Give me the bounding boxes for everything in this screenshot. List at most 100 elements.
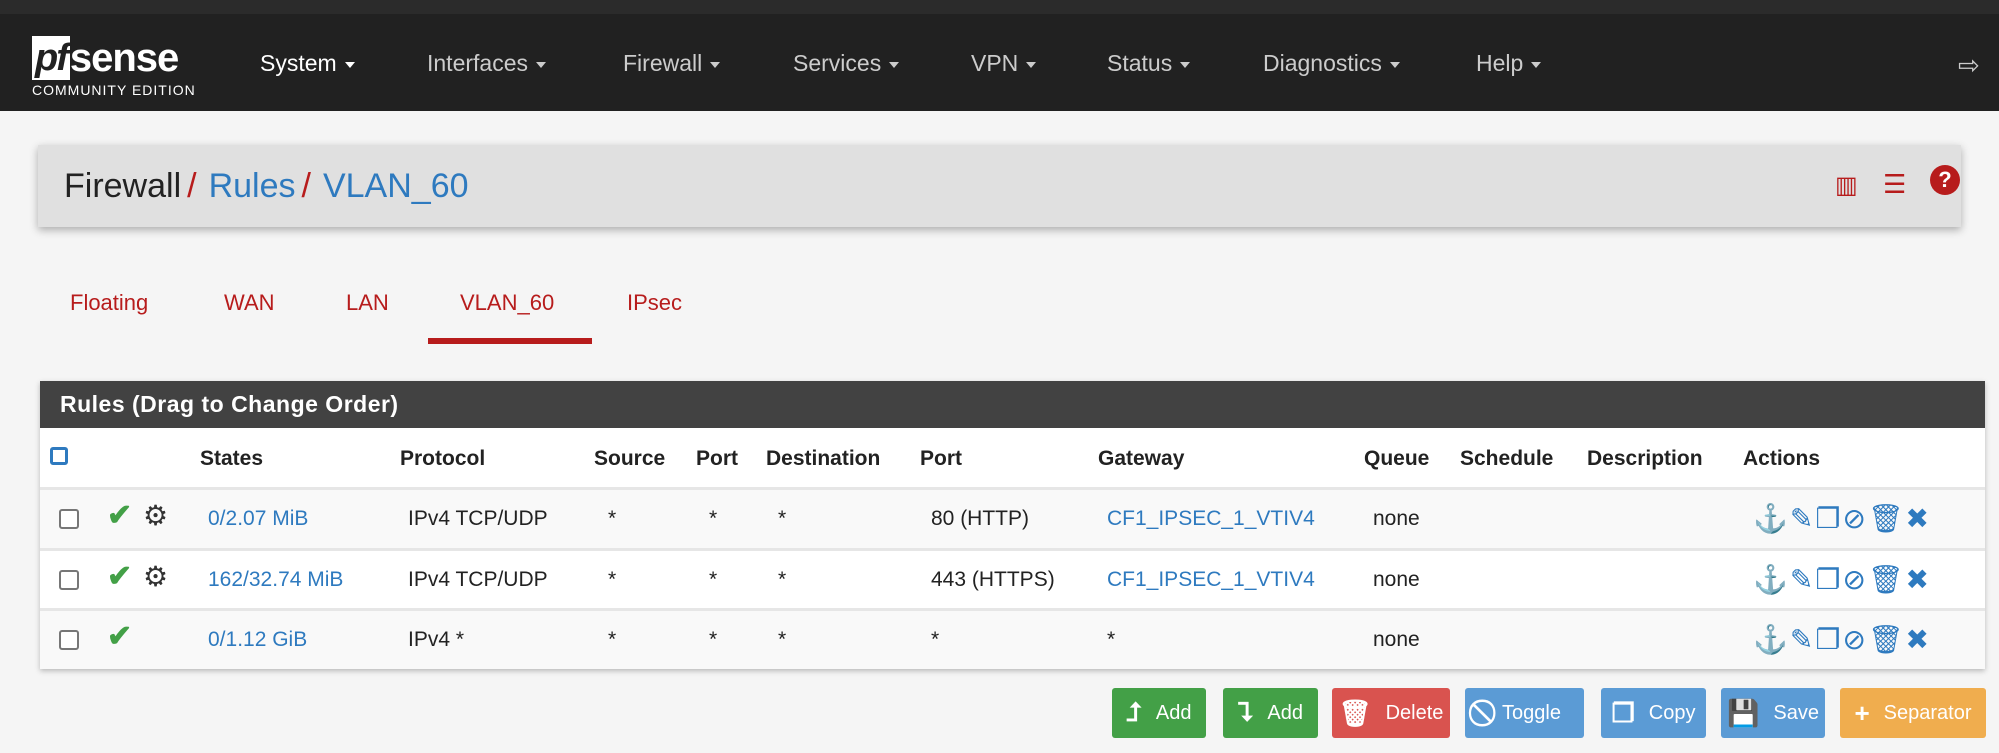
nav-firewall[interactable]: Firewall [623, 50, 721, 77]
add-bottom-button[interactable]: ⮧ Add [1223, 688, 1318, 738]
source: * [608, 568, 617, 591]
anchor-icon[interactable]: ⚓ [1753, 564, 1790, 595]
col-source: Source [594, 447, 666, 470]
row-checkbox[interactable] [59, 630, 79, 650]
tab-lan[interactable]: LAN [346, 290, 389, 315]
destination: * [778, 568, 787, 591]
states-link[interactable]: 0/1.12 GiB [208, 628, 308, 651]
table-row[interactable]: ✔ 0/1.12 GiB IPv4 * * * * * * none ⚓✎❐⊘🗑✖ [40, 608, 1985, 669]
pass-check-icon[interactable]: ✔ [107, 620, 133, 653]
trash-icon[interactable]: 🗑 [1867, 564, 1906, 595]
trash-icon[interactable]: 🗑 [1867, 624, 1906, 655]
help-icon[interactable]: ? [1930, 165, 1960, 195]
col-protocol: Protocol [400, 447, 486, 470]
pfsense-logo[interactable]: pfsense COMMUNITY EDITION [32, 36, 196, 98]
col-source-port: Port [696, 447, 738, 470]
panel-title: Rules (Drag to Change Order) [40, 381, 1985, 428]
breadcrumb-vlan60[interactable]: VLAN_60 [322, 167, 469, 205]
caret-down-icon [536, 61, 546, 68]
dest-port: * [931, 628, 940, 651]
tab-floating[interactable]: Floating [70, 290, 149, 315]
breadcrumb-firewall: Firewall [64, 167, 182, 205]
col-actions: Actions [1743, 447, 1821, 470]
protocol: IPv4 TCP/UDP [408, 507, 548, 530]
copy-icon[interactable]: ❐ [1815, 503, 1843, 534]
sign-out-icon[interactable]: ⇨ [1958, 50, 1980, 80]
nav-system[interactable]: System [260, 50, 355, 77]
delete-x-icon[interactable]: ✖ [1905, 503, 1931, 534]
bar-chart-icon[interactable]: ▥ [1835, 172, 1858, 199]
col-gateway: Gateway [1098, 447, 1185, 470]
arrow-up-icon: ⮥ [1126, 697, 1142, 727]
row-checkbox[interactable] [59, 509, 79, 529]
pass-check-icon[interactable]: ✔ [107, 499, 133, 532]
delete-x-icon[interactable]: ✖ [1905, 624, 1931, 655]
tab-wan[interactable]: WAN [224, 290, 275, 315]
delete-x-icon[interactable]: ✖ [1905, 564, 1931, 595]
col-dest-port: Port [920, 447, 962, 470]
save-button[interactable]: 💾 Save [1721, 688, 1825, 738]
nav-status[interactable]: Status [1107, 50, 1191, 77]
tab-ipsec[interactable]: IPsec [627, 290, 683, 315]
caret-down-icon [344, 61, 355, 68]
browser-strip [0, 0, 1999, 14]
protocol: IPv4 * [408, 628, 465, 651]
destination: * [778, 507, 787, 530]
destination: * [778, 628, 787, 651]
list-icon[interactable]: ☰ [1883, 169, 1907, 199]
ban-icon[interactable]: ⊘ [1842, 624, 1868, 655]
tab-vlan60[interactable]: VLAN_60 [460, 290, 555, 315]
table-row[interactable]: ✔ ⚙ 0/2.07 MiB IPv4 TCP/UDP * * * 80 (HTTP) CF1_… [40, 487, 1985, 548]
active-tab-indicator [428, 338, 592, 344]
gateway: * [1107, 628, 1116, 651]
col-queue: Queue [1364, 447, 1430, 470]
plus-icon: + [1854, 697, 1870, 728]
pencil-icon[interactable]: ✎ [1789, 503, 1816, 534]
table-row[interactable]: ✔ ⚙ 162/32.74 MiB IPv4 TCP/UDP * * * 443 (HTTPS… [40, 548, 1985, 608]
nav-services[interactable]: Services [793, 50, 900, 77]
trash-icon: 🗑 [1338, 697, 1372, 728]
row-actions: ⚓✎❐⊘🗑✖ [1753, 563, 1931, 596]
add-top-button[interactable]: ⮥ Add [1112, 688, 1206, 738]
gateway[interactable]: CF1_IPSEC_1_VTIV4 [1107, 507, 1315, 530]
trash-icon[interactable]: 🗑 [1867, 503, 1906, 534]
states-link[interactable]: 162/32.74 MiB [208, 568, 344, 591]
row-actions: ⚓✎❐⊘🗑✖ [1753, 502, 1931, 535]
copy-icon: ❐ [1611, 697, 1635, 728]
toggle-button[interactable]: ⃠Toggle [1465, 688, 1584, 738]
pass-check-icon[interactable]: ✔ [107, 560, 133, 593]
states-link[interactable]: 0/2.07 MiB [208, 507, 309, 530]
caret-down-icon [889, 61, 900, 68]
ban-icon[interactable]: ⊘ [1842, 564, 1868, 595]
nav-help[interactable]: Help [1476, 50, 1542, 77]
caret-down-icon [1180, 61, 1191, 68]
ban-icon[interactable]: ⊘ [1842, 503, 1868, 534]
gateway[interactable]: CF1_IPSEC_1_VTIV4 [1107, 568, 1315, 591]
source: * [608, 507, 617, 530]
breadcrumb-rules[interactable]: Rules [208, 167, 296, 205]
nav-diagnostics[interactable]: Diagnostics [1263, 50, 1400, 77]
anchor-icon[interactable]: ⚓ [1753, 624, 1790, 655]
caret-down-icon [1026, 61, 1037, 68]
dest-port: 443 (HTTPS) [931, 568, 1055, 591]
add-separator-button[interactable]: + Separator [1840, 688, 1986, 738]
copy-button[interactable]: ❐ Copy [1601, 688, 1706, 738]
row-checkbox[interactable] [59, 570, 79, 590]
pencil-icon[interactable]: ✎ [1789, 624, 1816, 655]
queue: none [1373, 628, 1420, 651]
logo-subtitle: COMMUNITY EDITION [32, 82, 196, 98]
queue: none [1373, 507, 1420, 530]
nav-vpn[interactable]: VPN [971, 50, 1037, 77]
copy-icon[interactable]: ❐ [1815, 564, 1843, 595]
caret-down-icon [710, 61, 721, 68]
caret-down-icon [1531, 61, 1542, 68]
col-states: States [200, 447, 264, 470]
delete-button[interactable]: 🗑 Delete [1332, 688, 1450, 738]
breadcrumb: Firewall / Rules / VLAN_60 [64, 167, 469, 205]
nav-interfaces[interactable]: Interfaces [427, 50, 546, 77]
pencil-icon[interactable]: ✎ [1789, 564, 1816, 595]
copy-icon[interactable]: ❐ [1815, 624, 1843, 655]
anchor-icon[interactable]: ⚓ [1753, 503, 1790, 534]
select-all-checkbox[interactable] [50, 447, 68, 465]
navbar: pfsense COMMUNITY EDITION System Interfa… [0, 14, 1999, 111]
